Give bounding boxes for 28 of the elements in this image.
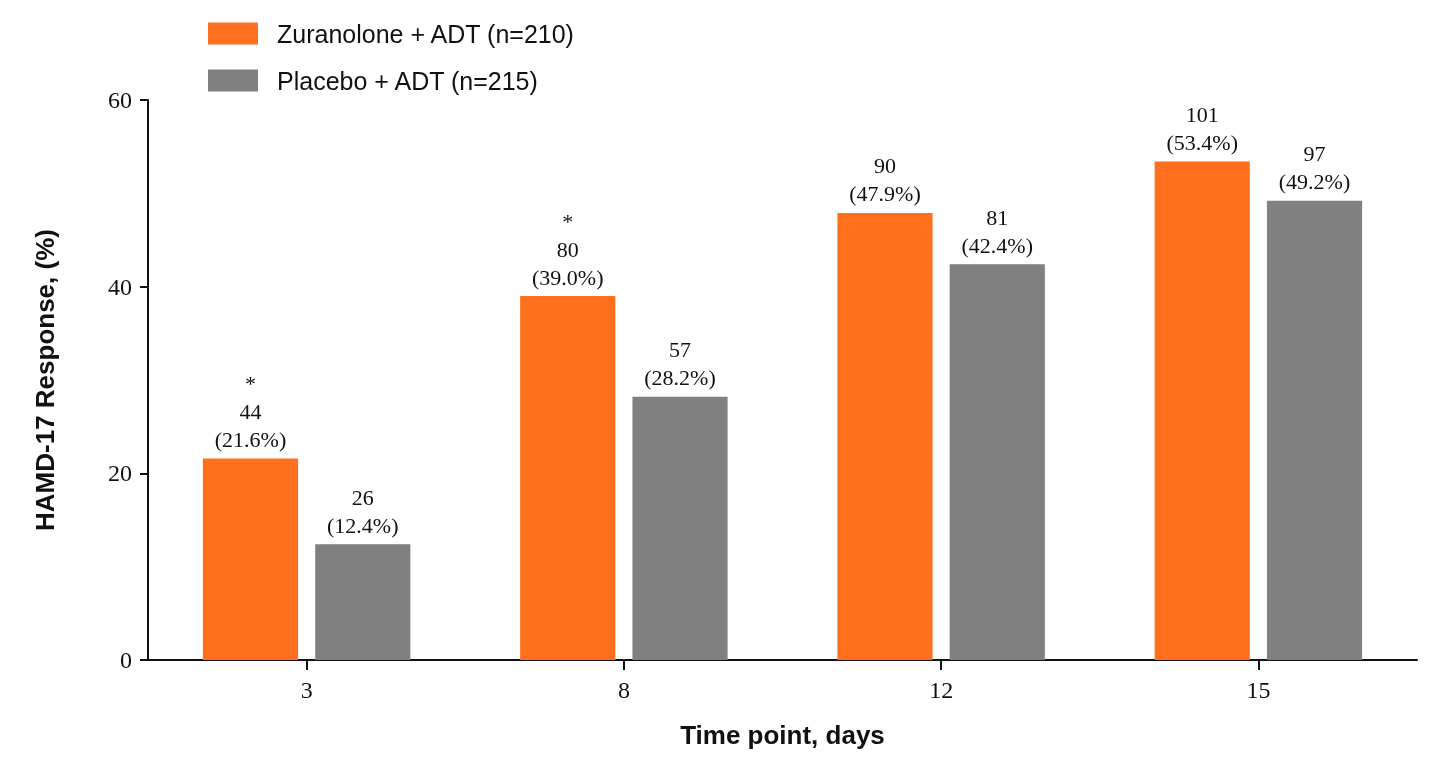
x-tick-label: 3 — [300, 677, 313, 703]
bar — [1154, 161, 1250, 660]
data-label: 97 (49.2%) — [1278, 141, 1351, 195]
data-label: 90 (47.9%) — [849, 153, 921, 207]
y-axis-title: HAMD-17 Response, (%) — [30, 229, 60, 531]
bar — [837, 212, 933, 660]
legend-label: Placebo + ADT (n=215) — [277, 66, 538, 95]
x-tick-label: 12 — [929, 677, 954, 703]
data-label: 101 (53.4%) — [1166, 102, 1238, 156]
y-tick-label: 40 — [108, 273, 132, 300]
bar — [202, 458, 299, 660]
bar — [315, 544, 411, 660]
data-label: 26 (12.4%) — [327, 484, 399, 538]
y-tick-label: 0 — [120, 647, 132, 673]
legend-label: Zuranolone + ADT (n=210) — [277, 19, 574, 48]
data-label: * 80 (39.0%) — [531, 208, 604, 290]
x-tick-label: 8 — [617, 677, 630, 703]
data-label: 81 (42.4%) — [961, 204, 1034, 258]
data-label: 57 (28.2%) — [644, 337, 716, 391]
x-tick-label: 15 — [1246, 677, 1271, 703]
x-axis-title: Time point, days — [680, 720, 885, 750]
bar — [1266, 200, 1363, 660]
bar — [949, 264, 1045, 660]
data-label: * 44 (21.6%) — [214, 370, 287, 452]
bar — [520, 296, 616, 660]
y-tick-label: 60 — [108, 87, 132, 113]
y-tick-label: 20 — [108, 460, 132, 487]
bar — [632, 396, 728, 660]
